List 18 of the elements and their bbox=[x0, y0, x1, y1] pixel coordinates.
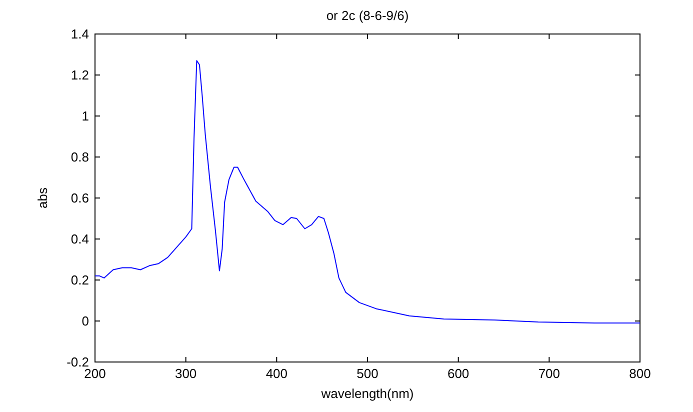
y-tick-label: 1 bbox=[82, 108, 89, 124]
y-tick-label: 0.2 bbox=[70, 272, 89, 288]
x-tick-label: 700 bbox=[538, 366, 560, 381]
y-tick-label: 0.6 bbox=[70, 190, 89, 206]
y-tick-label: 1.2 bbox=[70, 68, 89, 83]
x-axis-title: wavelength(nm) bbox=[320, 386, 414, 401]
y-axis-title: abs bbox=[35, 187, 50, 208]
x-tick-label: 600 bbox=[447, 366, 470, 381]
x-tick-label: 500 bbox=[356, 366, 378, 381]
x-tick-label: 300 bbox=[174, 366, 197, 381]
x-tick-label: 400 bbox=[266, 366, 288, 381]
line-series bbox=[94, 60, 640, 324]
y-tick-label: 0.8 bbox=[70, 150, 89, 165]
chart-title: or 2c (8-6-9/6) bbox=[326, 8, 409, 23]
y-tick-label: 1.4 bbox=[70, 26, 89, 42]
y-tick-label: 0 bbox=[82, 314, 89, 329]
y-tick-label: 0.4 bbox=[70, 232, 89, 247]
x-tick-label: 800 bbox=[629, 366, 651, 381]
